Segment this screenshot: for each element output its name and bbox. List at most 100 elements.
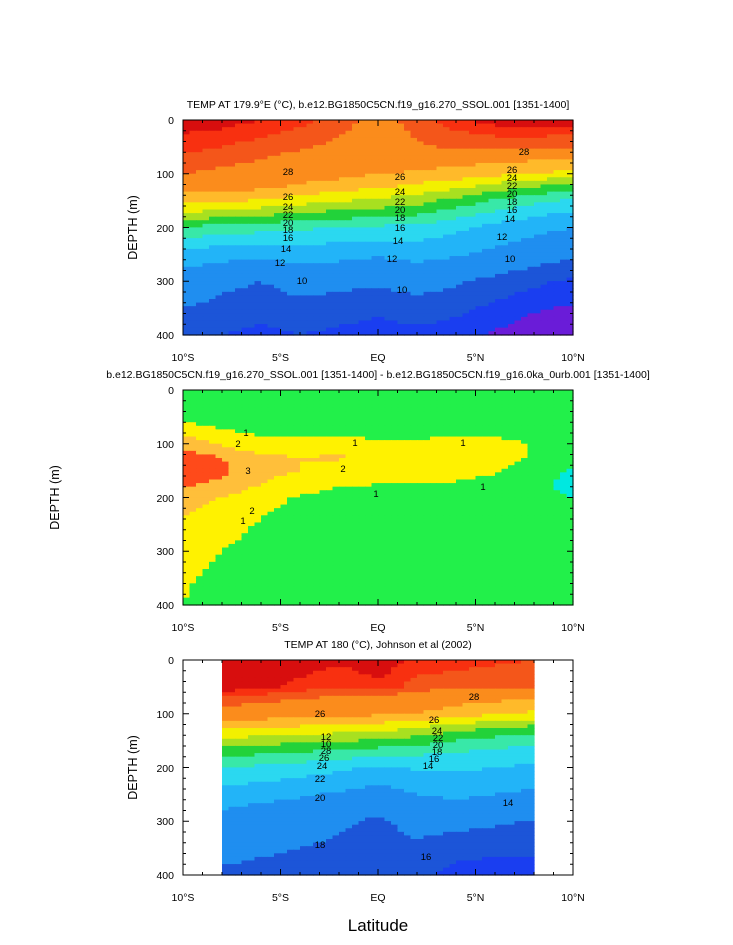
contour-cell	[566, 134, 574, 139]
contour-cell	[540, 184, 548, 189]
contour-cell	[501, 320, 509, 325]
contour-cell	[514, 195, 522, 200]
contour-cell	[475, 177, 483, 182]
contour-cell	[553, 188, 561, 193]
contour-cell	[508, 450, 516, 456]
contour-cell	[261, 425, 269, 430]
contour-cell	[280, 397, 288, 402]
contour-cell	[189, 432, 197, 438]
contour-cell	[534, 202, 542, 207]
contour-cell	[241, 411, 249, 416]
contour-cell	[209, 316, 217, 322]
contour-cell	[417, 429, 425, 434]
contour-cell	[462, 230, 470, 236]
contour-cell	[241, 162, 249, 168]
contour-cell	[261, 390, 269, 395]
contour-cell	[553, 299, 561, 304]
contour-cell	[462, 205, 470, 211]
contour-cell	[202, 327, 210, 332]
contour-cell	[410, 263, 418, 268]
contour-cell	[495, 436, 503, 441]
contour-cell	[560, 205, 568, 211]
contour-cell	[202, 393, 210, 398]
contour-cell	[306, 429, 314, 434]
contour-cell	[267, 123, 275, 128]
contour-cell	[501, 159, 509, 164]
contour-cell	[456, 223, 464, 228]
contour-cell	[300, 213, 308, 218]
contour-cell	[228, 188, 236, 193]
contour-cell	[391, 281, 399, 286]
contour-cell	[417, 184, 425, 189]
contour-cell	[215, 148, 223, 153]
contour-cell	[469, 162, 477, 168]
contour-cell	[228, 141, 236, 146]
contour-cell	[248, 270, 256, 275]
panel-1-ytick: 300	[156, 276, 174, 288]
contour-cell	[365, 415, 373, 420]
contour-cell	[540, 130, 548, 135]
contour-cell	[326, 173, 334, 178]
contour-cell	[228, 393, 236, 398]
contour-cell	[300, 404, 308, 409]
contour-cell	[235, 188, 243, 193]
contour-cell	[456, 216, 464, 221]
contour-cell	[280, 120, 288, 125]
contour-cell	[397, 458, 405, 463]
contour-cell	[404, 447, 412, 452]
contour-cell	[215, 432, 223, 438]
contour-cell	[287, 266, 295, 271]
contour-cell	[404, 123, 412, 128]
contour-cell	[371, 230, 379, 236]
contour-cell	[358, 277, 366, 282]
contour-cell	[384, 390, 392, 395]
contour-cell	[248, 400, 256, 405]
contour-cell	[527, 123, 535, 128]
contour-cell	[202, 148, 210, 153]
contour-cell	[254, 284, 262, 289]
contour-cell	[345, 209, 353, 214]
contour-cell	[488, 223, 496, 228]
contour-cell	[527, 454, 535, 459]
contour-cell	[482, 252, 490, 257]
contour-cell	[228, 245, 236, 250]
contour-cell	[540, 436, 548, 441]
contour-cell	[183, 429, 191, 434]
contour-cell	[319, 440, 327, 445]
contour-cell	[267, 411, 275, 416]
contour-cell	[267, 162, 275, 168]
contour-cell	[456, 404, 464, 409]
contour-cell	[449, 266, 457, 271]
contour-cell	[215, 241, 223, 246]
contour-cell	[482, 316, 490, 322]
contour-cell	[449, 170, 457, 175]
contour-cell	[553, 223, 561, 228]
contour-cell	[410, 291, 418, 297]
contour-cell	[183, 397, 191, 402]
contour-cell	[436, 198, 444, 203]
contour-cell	[280, 184, 288, 189]
contour-cell	[319, 227, 327, 232]
contour-cell	[514, 447, 522, 452]
contour-cell	[274, 302, 282, 307]
contour-cell	[202, 313, 210, 318]
contour-cell	[508, 170, 516, 175]
contour-cell	[527, 397, 535, 402]
contour-cell	[508, 458, 516, 463]
contour-cell	[280, 393, 288, 398]
contour-cell	[417, 177, 425, 182]
contour-cell	[235, 166, 243, 171]
contour-cell	[222, 245, 230, 250]
contour-cell	[293, 216, 301, 221]
contour-cell	[274, 331, 282, 336]
contour-cell	[449, 177, 457, 182]
contour-cell	[410, 256, 418, 261]
contour-cell	[319, 170, 327, 175]
contour-cell	[183, 209, 191, 214]
contour-cell	[352, 432, 360, 438]
contour-cell	[560, 327, 568, 332]
contour-cell	[196, 130, 204, 135]
contour-cell	[365, 252, 373, 257]
contour-cell	[397, 234, 405, 239]
contour-cell	[443, 205, 451, 211]
